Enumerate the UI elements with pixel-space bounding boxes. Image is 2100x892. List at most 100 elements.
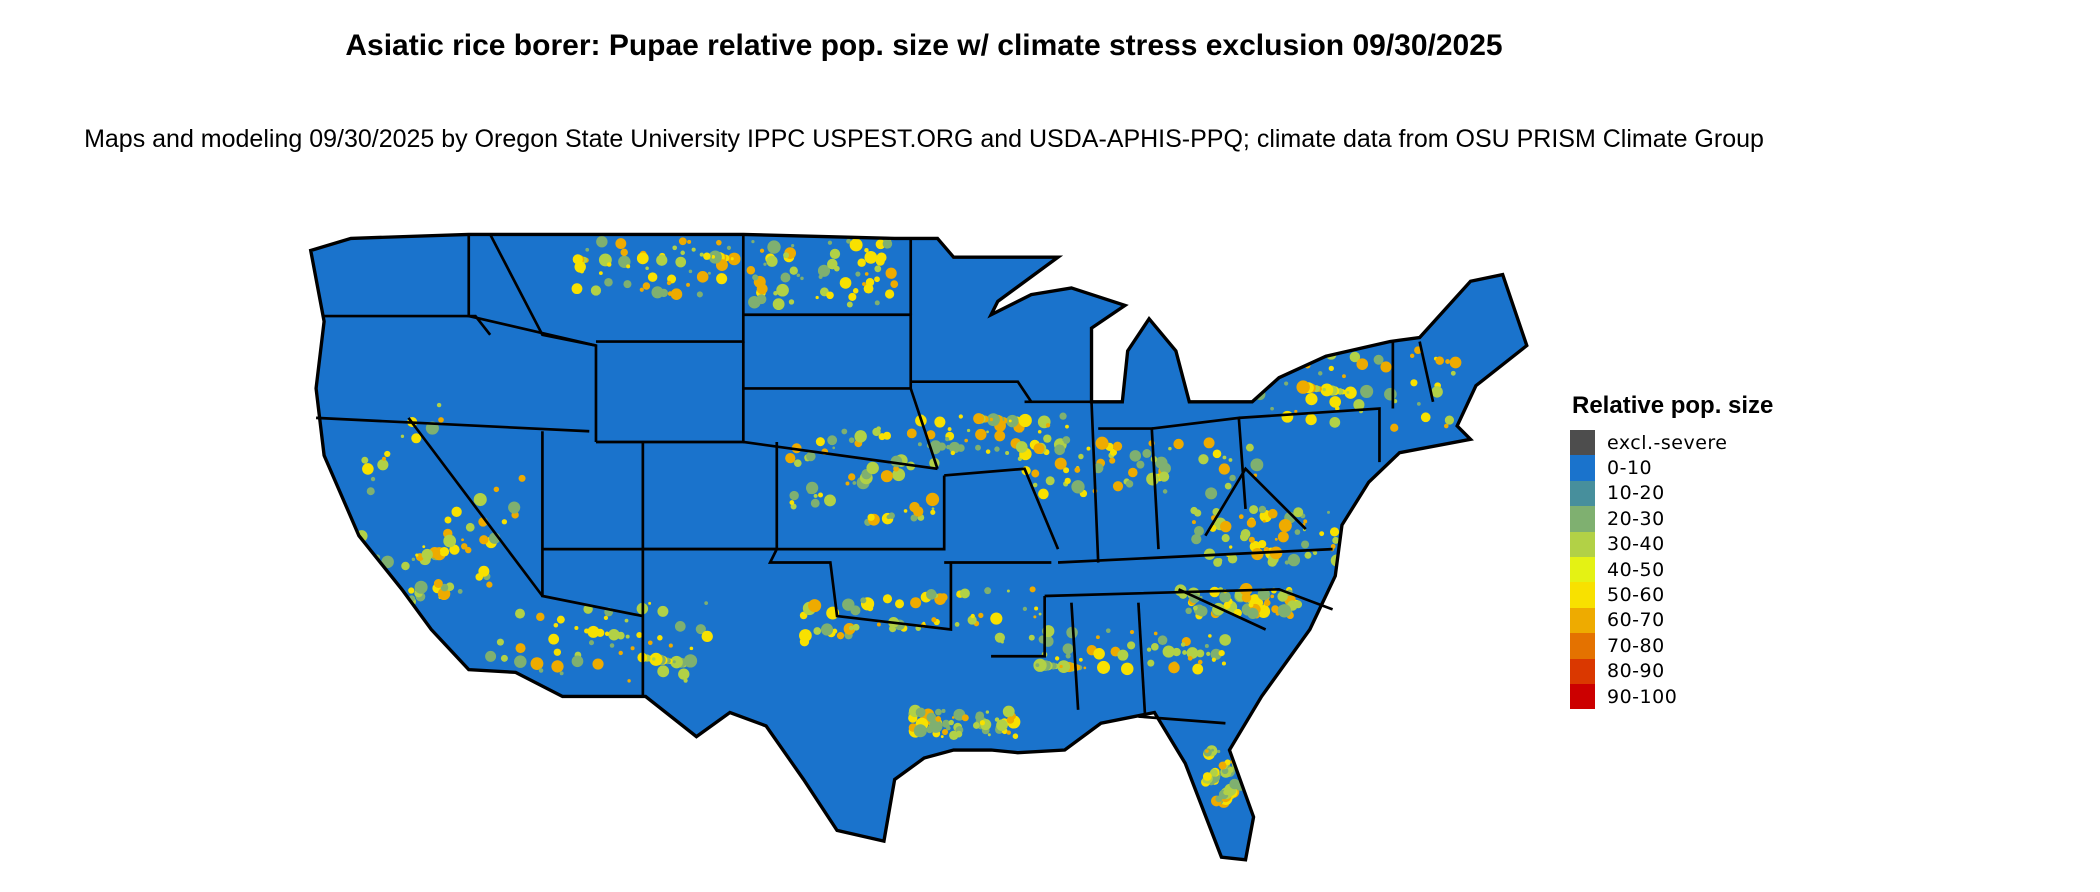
suitability-patch: [376, 649, 388, 662]
suitability-patch: [1033, 443, 1045, 454]
suitability-patch: [1146, 472, 1160, 486]
suitability-patch: [688, 269, 693, 274]
state-border: [944, 467, 1060, 550]
suitability-patch: [666, 280, 672, 286]
suitability-patch: [874, 265, 882, 273]
suitability-patch: [603, 615, 609, 621]
suitability-patch: [1349, 351, 1361, 363]
suitability-patch: [1212, 449, 1222, 459]
suitability-patch: [1213, 557, 1223, 567]
suitability-patch: [649, 652, 663, 666]
suitability-patch: [1112, 481, 1124, 492]
legend-label: excl.-severe: [1607, 431, 1728, 454]
suitability-patch: [670, 288, 683, 300]
suitability-patch: [934, 416, 946, 428]
suitability-patch: [1238, 514, 1244, 520]
suitability-patch: [1222, 455, 1227, 460]
legend-item: 0-10: [1570, 455, 1773, 481]
suitability-patch: [975, 428, 987, 441]
suitability-patch: [485, 650, 497, 662]
suitability-patch: [926, 726, 934, 734]
suitability-patch: [978, 612, 984, 619]
suitability-patch: [466, 680, 476, 689]
suitability-patch: [1038, 612, 1042, 616]
suitability-patch: [876, 426, 881, 431]
state-border: [324, 314, 492, 336]
suitability-patch: [411, 557, 416, 562]
suitability-patch: [925, 492, 940, 507]
suitability-patch: [808, 599, 822, 613]
suitability-patch: [1296, 380, 1310, 394]
suitability-patch: [810, 498, 820, 508]
suitability-patch: [606, 262, 612, 267]
suitability-patch: [680, 250, 685, 256]
legend-swatch: [1570, 506, 1595, 532]
suitability-patch: [1248, 536, 1255, 543]
suitability-patch: [604, 278, 613, 287]
suitability-patch: [1219, 634, 1232, 646]
suitability-patch: [615, 238, 627, 250]
suitability-patch: [657, 665, 670, 678]
suitability-patch: [852, 623, 860, 631]
suitability-patch: [1224, 759, 1231, 766]
suitability-patch: [796, 273, 801, 278]
suitability-patch: [1271, 605, 1279, 613]
suitability-patch: [588, 640, 595, 646]
suitability-patch: [1420, 412, 1431, 423]
legend-label: 60-70: [1607, 609, 1665, 632]
suitability-patch: [592, 658, 604, 670]
suitability-patch: [931, 507, 935, 511]
legend-item: 20-30: [1570, 506, 1773, 532]
suitability-patch: [1270, 594, 1275, 599]
suitability-patch: [394, 599, 398, 603]
suitability-patch: [915, 707, 926, 718]
state-border: [1044, 587, 1334, 611]
legend-item: 10-20: [1570, 480, 1773, 507]
suitability-patch: [360, 619, 373, 632]
suitability-patch: [1180, 642, 1186, 647]
suitability-patch: [1203, 437, 1215, 449]
suitability-patch: [371, 566, 378, 573]
suitability-patch: [1330, 544, 1336, 549]
suitability-patch: [947, 427, 952, 431]
legend-swatch: [1570, 683, 1595, 710]
suitability-patch: [695, 624, 706, 635]
suitability-patch: [903, 509, 908, 513]
suitability-patch: [366, 487, 375, 496]
suitability-patch: [1074, 467, 1081, 473]
suitability-patch: [1443, 423, 1449, 429]
suitability-patch: [1301, 540, 1310, 549]
suitability-patch: [1196, 649, 1205, 658]
suitability-patch: [813, 627, 822, 635]
suitability-patch: [1078, 453, 1084, 460]
suitability-patch: [332, 573, 339, 580]
suitability-patch: [1221, 534, 1230, 543]
suitability-patch: [1083, 666, 1087, 670]
suitability-patch: [986, 413, 1000, 427]
suitability-patch: [449, 544, 460, 555]
suitability-patch: [1390, 423, 1399, 432]
suitability-patch: [1319, 531, 1325, 537]
suitability-patch: [465, 546, 472, 554]
state-border: [1057, 547, 1333, 564]
suitability-patch: [1322, 387, 1326, 392]
suitability-patch: [468, 723, 473, 728]
suitability-patch: [842, 598, 855, 611]
suitability-patch: [361, 456, 369, 464]
legend-label: 30-40: [1607, 533, 1665, 556]
suitability-patch: [813, 493, 818, 498]
suitability-patch: [1305, 413, 1317, 426]
suitability-patch: [1063, 467, 1070, 474]
state-border: [1151, 416, 1247, 510]
suitability-patch: [857, 258, 866, 267]
suitability-patch: [1277, 591, 1288, 602]
suitability-patch: [1356, 358, 1369, 370]
suitability-patch: [678, 237, 687, 246]
suitability-patch: [800, 276, 804, 281]
suitability-patch: [384, 450, 391, 458]
suitability-patch: [815, 437, 825, 447]
suitability-patch: [716, 239, 722, 246]
suitability-patch: [657, 605, 669, 617]
suitability-patch: [1006, 589, 1010, 593]
suitability-patch: [687, 239, 692, 244]
